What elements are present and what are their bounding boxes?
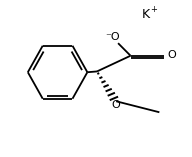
- Text: O: O: [167, 50, 176, 60]
- Text: ⁻O: ⁻O: [105, 32, 120, 42]
- Text: K: K: [142, 8, 150, 21]
- Text: +: +: [150, 5, 157, 14]
- Text: O: O: [112, 100, 121, 110]
